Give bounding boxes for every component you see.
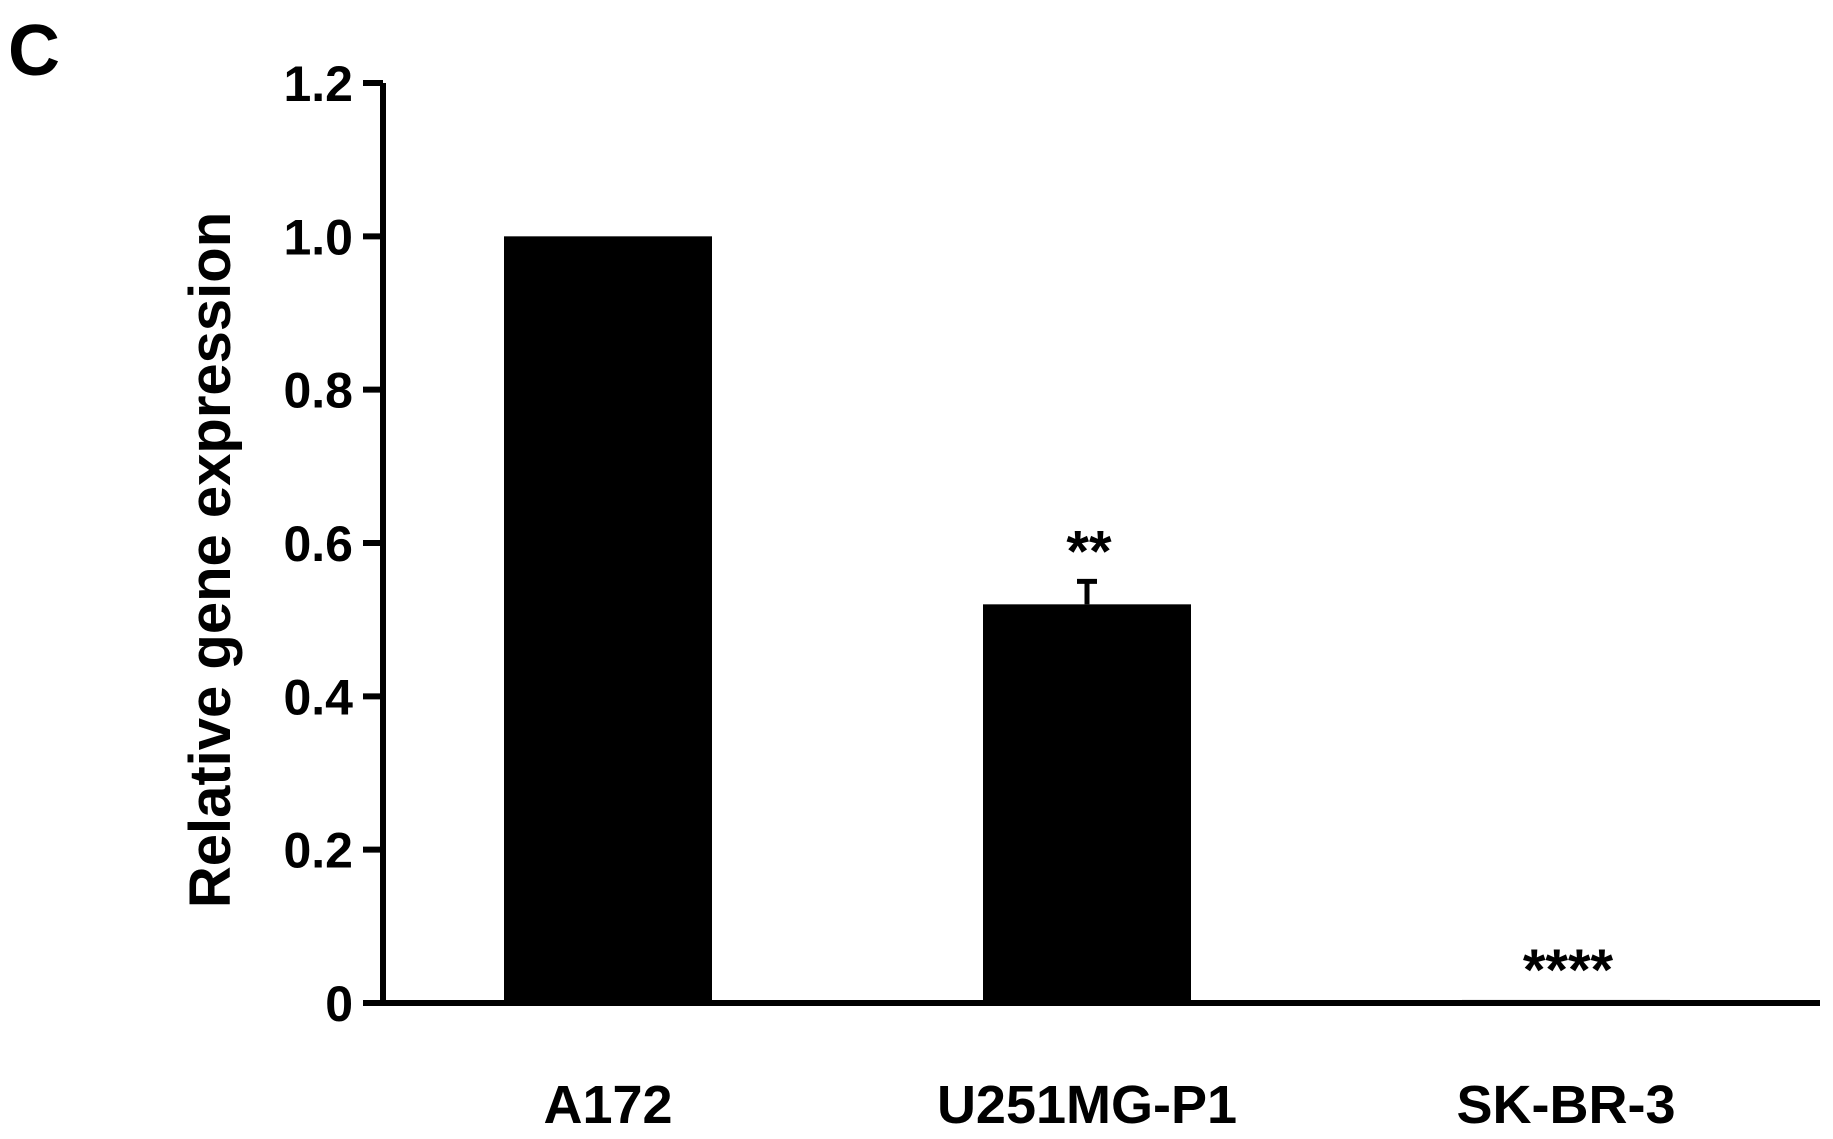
bar-a172 (504, 236, 712, 1004)
y-tick-label: 0.8 (283, 363, 353, 419)
error-bars (1077, 578, 1097, 605)
y-axis-label: Relative gene expression (178, 212, 243, 908)
x-tick-label: A172 (543, 1075, 672, 1135)
y-tick-label: 0.4 (283, 669, 353, 725)
bars (504, 236, 1670, 1004)
significance-annotations: ****** (1066, 519, 1613, 1003)
x-tick-label: U251MG-P1 (937, 1075, 1237, 1135)
x-tick-label: SK-BR-3 (1456, 1075, 1675, 1135)
y-tick-label: 0.2 (283, 823, 353, 879)
y-tick-label: 0 (325, 976, 353, 1032)
y-tick-label: 1.2 (283, 56, 353, 112)
bar-u251mg-p1 (983, 604, 1191, 1003)
significance-label: ** (1066, 519, 1112, 584)
significance-label: **** (1523, 938, 1614, 1003)
panel-label: C (8, 11, 60, 91)
x-axis-tick-labels: A172 U251MG-P1 SK-BR-3 (543, 1075, 1675, 1135)
bar-sk-br-3 (1462, 999, 1670, 1003)
y-axis-ticks: 0 0.2 0.4 0.6 0.8 1.0 1.2 (283, 56, 383, 1032)
y-tick-label: 0.6 (283, 516, 353, 572)
y-tick-label: 1.0 (283, 209, 353, 265)
